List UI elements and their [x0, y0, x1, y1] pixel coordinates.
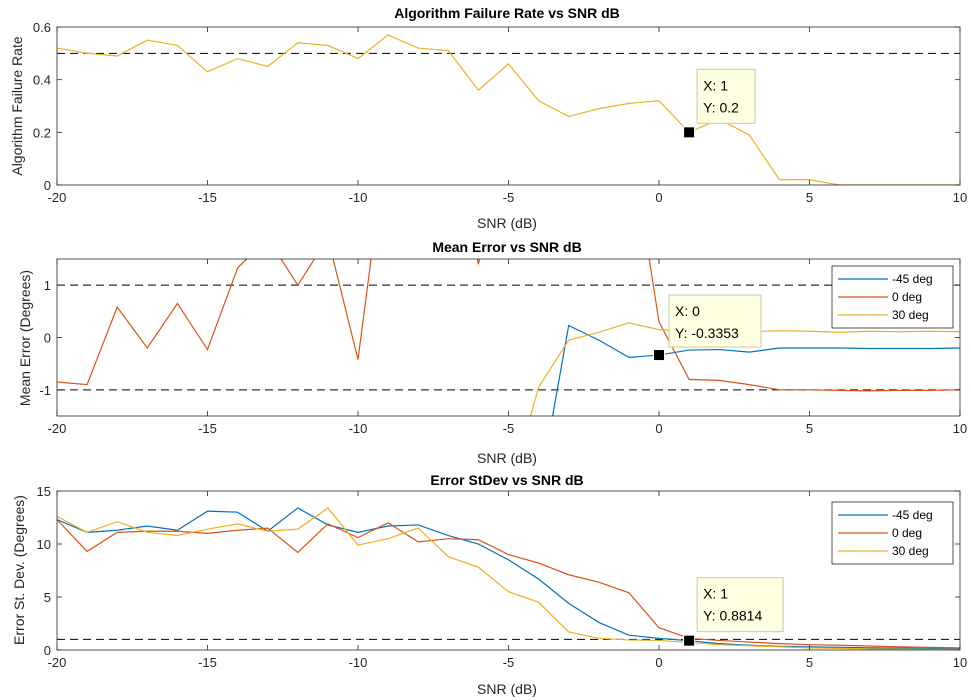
x-tick-label: -10 [349, 190, 368, 205]
legend: -45 deg 0 deg 30 deg [832, 266, 953, 328]
y-tick-label: 0 [44, 178, 51, 193]
datatip-x: X: 1 [703, 77, 728, 93]
y-tick-label: 10 [37, 537, 51, 552]
x-tick-label: 0 [655, 421, 662, 436]
x-tick-label: -5 [503, 655, 515, 670]
x-tick-label: -15 [198, 655, 217, 670]
panel-title: Mean Error vs SNR dB [432, 239, 581, 255]
plot-area [57, 259, 960, 416]
panel-title: Error StDev vs SNR dB [430, 472, 583, 488]
x-tick-label: 0 [655, 190, 662, 205]
y-tick-label: 5 [44, 590, 51, 605]
legend: -45 deg 0 deg 30 deg [832, 502, 953, 564]
plot-area [57, 27, 960, 185]
y-tick-label: 0.2 [33, 125, 51, 140]
legend-entry: 30 deg [892, 308, 929, 322]
x-tick-label: 5 [806, 421, 813, 436]
y-tick-label: 0.6 [33, 20, 51, 35]
x-tick-label: -10 [349, 421, 368, 436]
y-tick-label: 15 [37, 484, 51, 499]
x-tick-label: -5 [503, 190, 515, 205]
datatip-marker [684, 635, 695, 646]
y-axis-label: Mean Error (Degrees) [17, 270, 33, 406]
x-tick-label: 10 [953, 421, 967, 436]
x-tick-label: -10 [349, 655, 368, 670]
x-tick-label: -15 [198, 190, 217, 205]
x-axis-label: SNR (dB) [477, 681, 537, 697]
plot-area [57, 491, 960, 650]
panel-title: Algorithm Failure Rate vs SNR dB [394, 5, 620, 21]
y-tick-label: 0 [44, 643, 51, 658]
x-axis-label: SNR (dB) [477, 215, 537, 231]
y-tick-label: 1 [44, 278, 51, 293]
datatip-x: X: 0 [675, 303, 700, 319]
datatip-y: Y: 0.8814 [703, 608, 762, 624]
y-tick-label: 0.4 [33, 73, 51, 88]
x-tick-label: 10 [953, 190, 967, 205]
x-tick-label: 10 [953, 655, 967, 670]
legend-entry: 0 deg [892, 526, 922, 540]
x-axis-label: SNR (dB) [477, 450, 537, 466]
x-tick-label: -20 [48, 421, 67, 436]
x-tick-label: -5 [503, 421, 515, 436]
x-tick-label: 5 [806, 190, 813, 205]
legend-entry: -45 deg [892, 272, 933, 286]
datatip-marker [684, 127, 695, 138]
datatip-y: Y: 0.2 [703, 99, 739, 115]
datatip-y: Y: -0.3353 [675, 325, 739, 341]
legend-entry: 0 deg [892, 290, 922, 304]
x-tick-label: -15 [198, 421, 217, 436]
error-stdev-panel: Error StDev vs SNR dB SNR (dB) Error St.… [11, 472, 967, 697]
datatip-marker [654, 350, 665, 361]
y-axis-label: Algorithm Failure Rate [9, 36, 25, 175]
y-tick-label: 0 [44, 331, 51, 346]
failure-rate-panel: Algorithm Failure Rate vs SNR dB SNR (dB… [9, 5, 967, 231]
datatip-x: X: 1 [703, 586, 728, 602]
y-tick-label: -1 [39, 383, 51, 398]
x-tick-label: 5 [806, 655, 813, 670]
y-axis-label: Error St. Dev. (Degrees) [11, 495, 27, 645]
x-tick-label: 0 [655, 655, 662, 670]
legend-entry: -45 deg [892, 508, 933, 522]
legend-entry: 30 deg [892, 544, 929, 558]
